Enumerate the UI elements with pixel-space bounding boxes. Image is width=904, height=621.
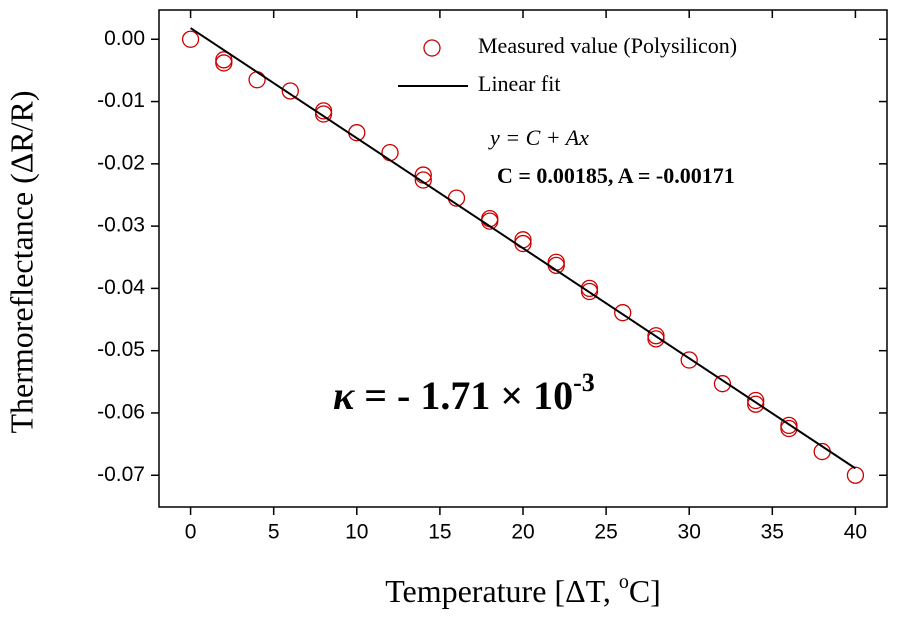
legend-marker (423, 39, 441, 57)
data-point (281, 82, 299, 100)
kappa-text: = - 1.71 × 10 (354, 373, 573, 418)
kappa-symbol: κ (333, 373, 355, 418)
data-point (580, 282, 599, 301)
x-tick-label: 20 (511, 521, 534, 544)
data-point (680, 351, 698, 369)
data-point (314, 105, 333, 123)
data-point (713, 375, 732, 393)
x-label-superscript: o (619, 571, 629, 593)
y-tick-label: -0.05 (97, 338, 145, 361)
x-tick-label: 5 (268, 521, 280, 544)
x-tick-label: 25 (594, 521, 617, 544)
data-point (547, 253, 565, 271)
data-point (747, 395, 765, 413)
x-label-part: Temperature [ΔT, (385, 573, 619, 609)
equation: y = C + Ax (488, 125, 589, 150)
y-tick-label: -0.03 (97, 214, 145, 237)
y-axis-label: Thermoreflectance (ΔR/R) (3, 90, 39, 433)
kappa-exponent: -3 (573, 368, 595, 397)
legend-label: Linear fit (478, 71, 560, 96)
coefficients: C = 0.00185, A = -0.00171 (497, 163, 735, 188)
data-point (181, 30, 200, 48)
data-point (381, 143, 399, 162)
x-tick-label: 10 (345, 521, 368, 544)
x-tick-label: 35 (761, 521, 784, 544)
x-tick-label: 15 (428, 521, 451, 544)
y-tick-label: -0.01 (97, 89, 145, 112)
y-tick-label: 0.00 (104, 27, 145, 50)
x-tick-label: 0 (185, 521, 197, 544)
y-tick-label: -0.07 (97, 463, 145, 486)
x-tick-label: 30 (678, 521, 701, 544)
data-point (414, 171, 432, 189)
data-point (846, 466, 865, 484)
y-tick-label: -0.06 (97, 401, 145, 424)
data-point (215, 54, 233, 72)
x-tick-label: 40 (844, 521, 867, 544)
data-point (747, 391, 765, 410)
data-point (614, 304, 632, 322)
y-tick-label: -0.04 (97, 276, 145, 299)
y-tick-label: -0.02 (97, 151, 145, 174)
fit-line (190, 27, 856, 470)
data-point (248, 71, 266, 89)
legend-label: Measured value (Polysilicon) (478, 33, 737, 58)
x-label-part: C] (629, 573, 661, 609)
data-point (647, 330, 665, 348)
kappa-annotation: κ = - 1.71 × 10-3 (333, 368, 595, 418)
x-axis-label: Temperature [ΔT, oC] (385, 571, 661, 610)
